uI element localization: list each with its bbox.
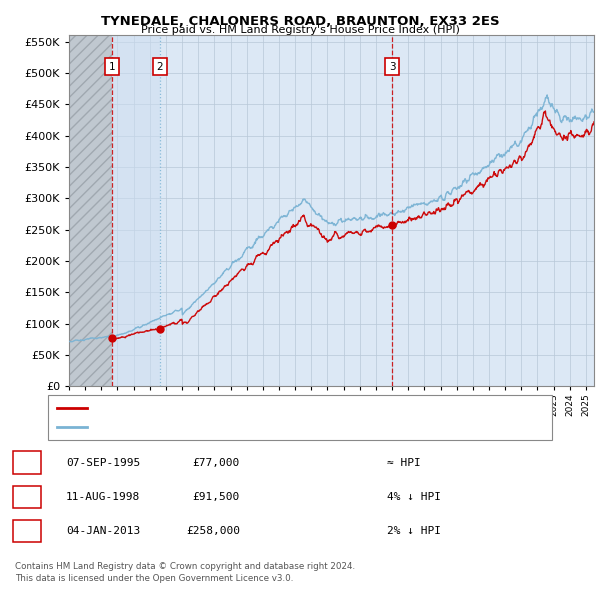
Text: 04-JAN-2013: 04-JAN-2013 xyxy=(66,526,140,536)
Text: ≈ HPI: ≈ HPI xyxy=(387,458,421,467)
Text: 1: 1 xyxy=(23,458,31,467)
Text: £77,000: £77,000 xyxy=(193,458,240,467)
Text: 4% ↓ HPI: 4% ↓ HPI xyxy=(387,492,441,502)
Text: TYNEDALE, CHALONERS ROAD, BRAUNTON, EX33 2ES: TYNEDALE, CHALONERS ROAD, BRAUNTON, EX33… xyxy=(101,15,499,28)
Text: Price paid vs. HM Land Registry's House Price Index (HPI): Price paid vs. HM Land Registry's House … xyxy=(140,25,460,35)
Text: This data is licensed under the Open Government Licence v3.0.: This data is licensed under the Open Gov… xyxy=(15,574,293,583)
Bar xyxy=(69,35,112,386)
Text: 11-AUG-1998: 11-AUG-1998 xyxy=(66,492,140,502)
Bar xyxy=(112,35,160,386)
Text: 3: 3 xyxy=(389,62,395,72)
Text: 2: 2 xyxy=(157,62,163,72)
Text: 2: 2 xyxy=(23,492,31,502)
Text: HPI: Average price, detached house, North Devon: HPI: Average price, detached house, Nort… xyxy=(93,422,375,432)
Text: £91,500: £91,500 xyxy=(193,492,240,502)
Text: 1: 1 xyxy=(109,62,116,72)
Text: 2% ↓ HPI: 2% ↓ HPI xyxy=(387,526,441,536)
Text: 07-SEP-1995: 07-SEP-1995 xyxy=(66,458,140,467)
Text: £258,000: £258,000 xyxy=(186,526,240,536)
Text: TYNEDALE, CHALONERS ROAD, BRAUNTON, EX33 2ES (detached house): TYNEDALE, CHALONERS ROAD, BRAUNTON, EX33… xyxy=(93,403,459,412)
Text: 3: 3 xyxy=(23,526,31,536)
Text: Contains HM Land Registry data © Crown copyright and database right 2024.: Contains HM Land Registry data © Crown c… xyxy=(15,562,355,571)
